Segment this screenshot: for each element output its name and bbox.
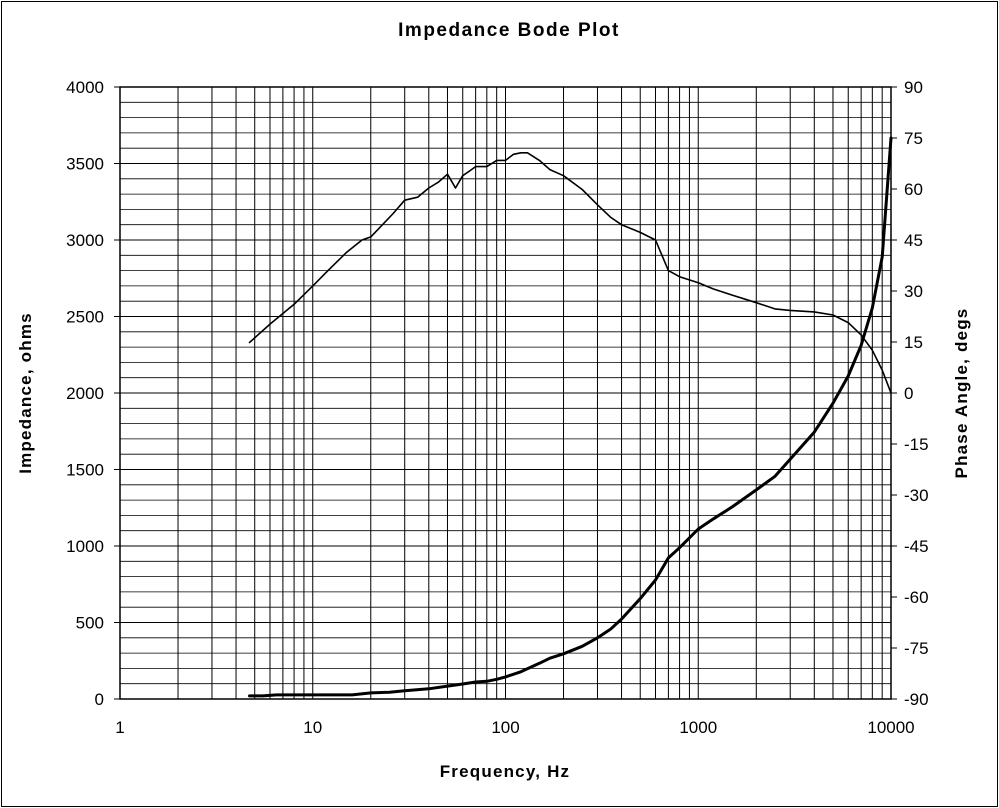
x-tick-label: 1 [115, 718, 124, 737]
y2-tick-label: 0 [904, 384, 913, 403]
y2-tick-label: -60 [904, 588, 929, 607]
y-tick-label: 3500 [66, 155, 104, 174]
y2-tick-label: 15 [904, 333, 923, 352]
x-axis-title: Frequency, Hz [440, 762, 571, 781]
y2-tick-label: -90 [904, 690, 929, 709]
chart-title: Impedance Bode Plot [398, 20, 620, 41]
y-tick-label: 2500 [66, 308, 104, 327]
y2-tick-label: -15 [904, 435, 929, 454]
y-tick-label: 1000 [66, 537, 104, 556]
x-tick-label: 10 [303, 718, 322, 737]
y2-tick-label: 30 [904, 282, 923, 301]
tick-labels: 1 10 100 1000 10000 0 500 1000 1500 2000 2500 3000 3… [66, 78, 928, 737]
y-tick-label: 1500 [66, 461, 104, 480]
y2-tick-label: 60 [904, 180, 923, 199]
y-tick-label: 500 [76, 614, 104, 633]
y-tick-label: 4000 [66, 78, 104, 97]
y2-axis-title: Phase Angle, degs [952, 308, 971, 479]
x-tick-label: 100 [491, 718, 519, 737]
y2-tick-label: -75 [904, 639, 929, 658]
phase-line [248, 136, 893, 698]
y2-tick-label: 75 [904, 129, 923, 148]
y2-tick-label: 45 [904, 231, 923, 250]
y-axis-title: Impedance, ohms [16, 312, 35, 474]
y-tick-label: 0 [95, 690, 104, 709]
impedance-line [248, 152, 892, 394]
x-tick-label: 1000 [679, 718, 717, 737]
x-tick-label: 10000 [867, 718, 914, 737]
series-lines [248, 136, 893, 698]
y2-tick-label: -30 [904, 486, 929, 505]
y-tick-label: 2000 [66, 384, 104, 403]
y2-tick-label: 90 [904, 78, 923, 97]
grid [120, 87, 891, 699]
y-tick-label: 3000 [66, 231, 104, 250]
y2-tick-label: -45 [904, 537, 929, 556]
